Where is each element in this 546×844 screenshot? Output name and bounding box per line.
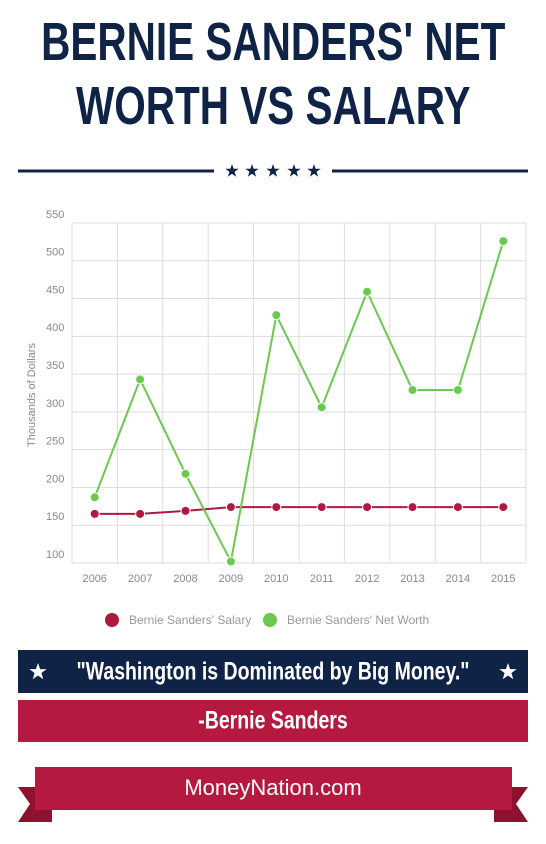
y-tick-label: 450 [46,284,64,296]
point [180,468,191,479]
quote-banner [18,650,528,693]
y-tick-label: 400 [46,322,64,334]
point [135,508,146,519]
y-tick-label: 200 [46,473,64,485]
star-icon [29,663,47,680]
x-tick-label: 2010 [264,573,288,585]
point [498,502,509,513]
series-line [93,240,505,565]
legend-label: Bernie Sanders' Salary [129,613,251,627]
point [498,236,509,247]
point [362,502,373,513]
y-tick-label: 150 [46,511,64,523]
star-icon [499,663,517,680]
quote: "Washington is Dominated by Big Money." [76,657,469,685]
ribbon [35,767,512,810]
point [316,402,327,413]
x-tick-label: 2006 [82,573,106,585]
y-axis-label: Thousands of Dollars [26,343,38,447]
x-tick-label: 2012 [355,573,379,585]
legend-label: Bernie Sanders' Net Worth [287,613,429,627]
site-name: MoneyNation.com [184,775,361,800]
x-tick-label: 2009 [219,573,243,585]
point [89,508,100,519]
plot: 100 150 200 250 300 350 400 450 500 550 2006 2007 20… [46,209,527,627]
point [89,492,100,503]
stars [225,164,321,177]
point [225,556,236,567]
point [407,384,418,395]
y-tick-label: 350 [46,360,64,372]
point [362,286,373,297]
x-tick-label: 2013 [400,573,424,585]
point [271,310,282,321]
point [271,502,282,513]
x-tick-label: 2008 [173,573,197,585]
x-tick-label: 2007 [128,573,152,585]
x-tick-label: 2015 [491,573,515,585]
y-tick-label: 250 [46,436,64,448]
x-tick-label: 2011 [310,573,334,585]
x-tick-label: 2014 [446,573,470,585]
point [407,502,418,513]
title: BERNIE SANDERS' NET WORTH VS SALARY [41,12,506,136]
point [452,384,463,395]
y-tick-label: 300 [46,398,64,410]
legend-swatch [105,613,119,627]
point [316,502,327,513]
point [452,502,463,513]
point [225,502,236,513]
point [135,374,146,385]
attribution: -Bernie Sanders [198,706,347,734]
point [180,505,191,516]
y-tick-label: 100 [46,549,64,561]
legend-swatch [263,613,277,627]
series-line [94,506,504,515]
attribution-banner [18,700,528,742]
y-tick-label: 550 [46,209,64,221]
y-tick-label: 500 [46,247,64,259]
